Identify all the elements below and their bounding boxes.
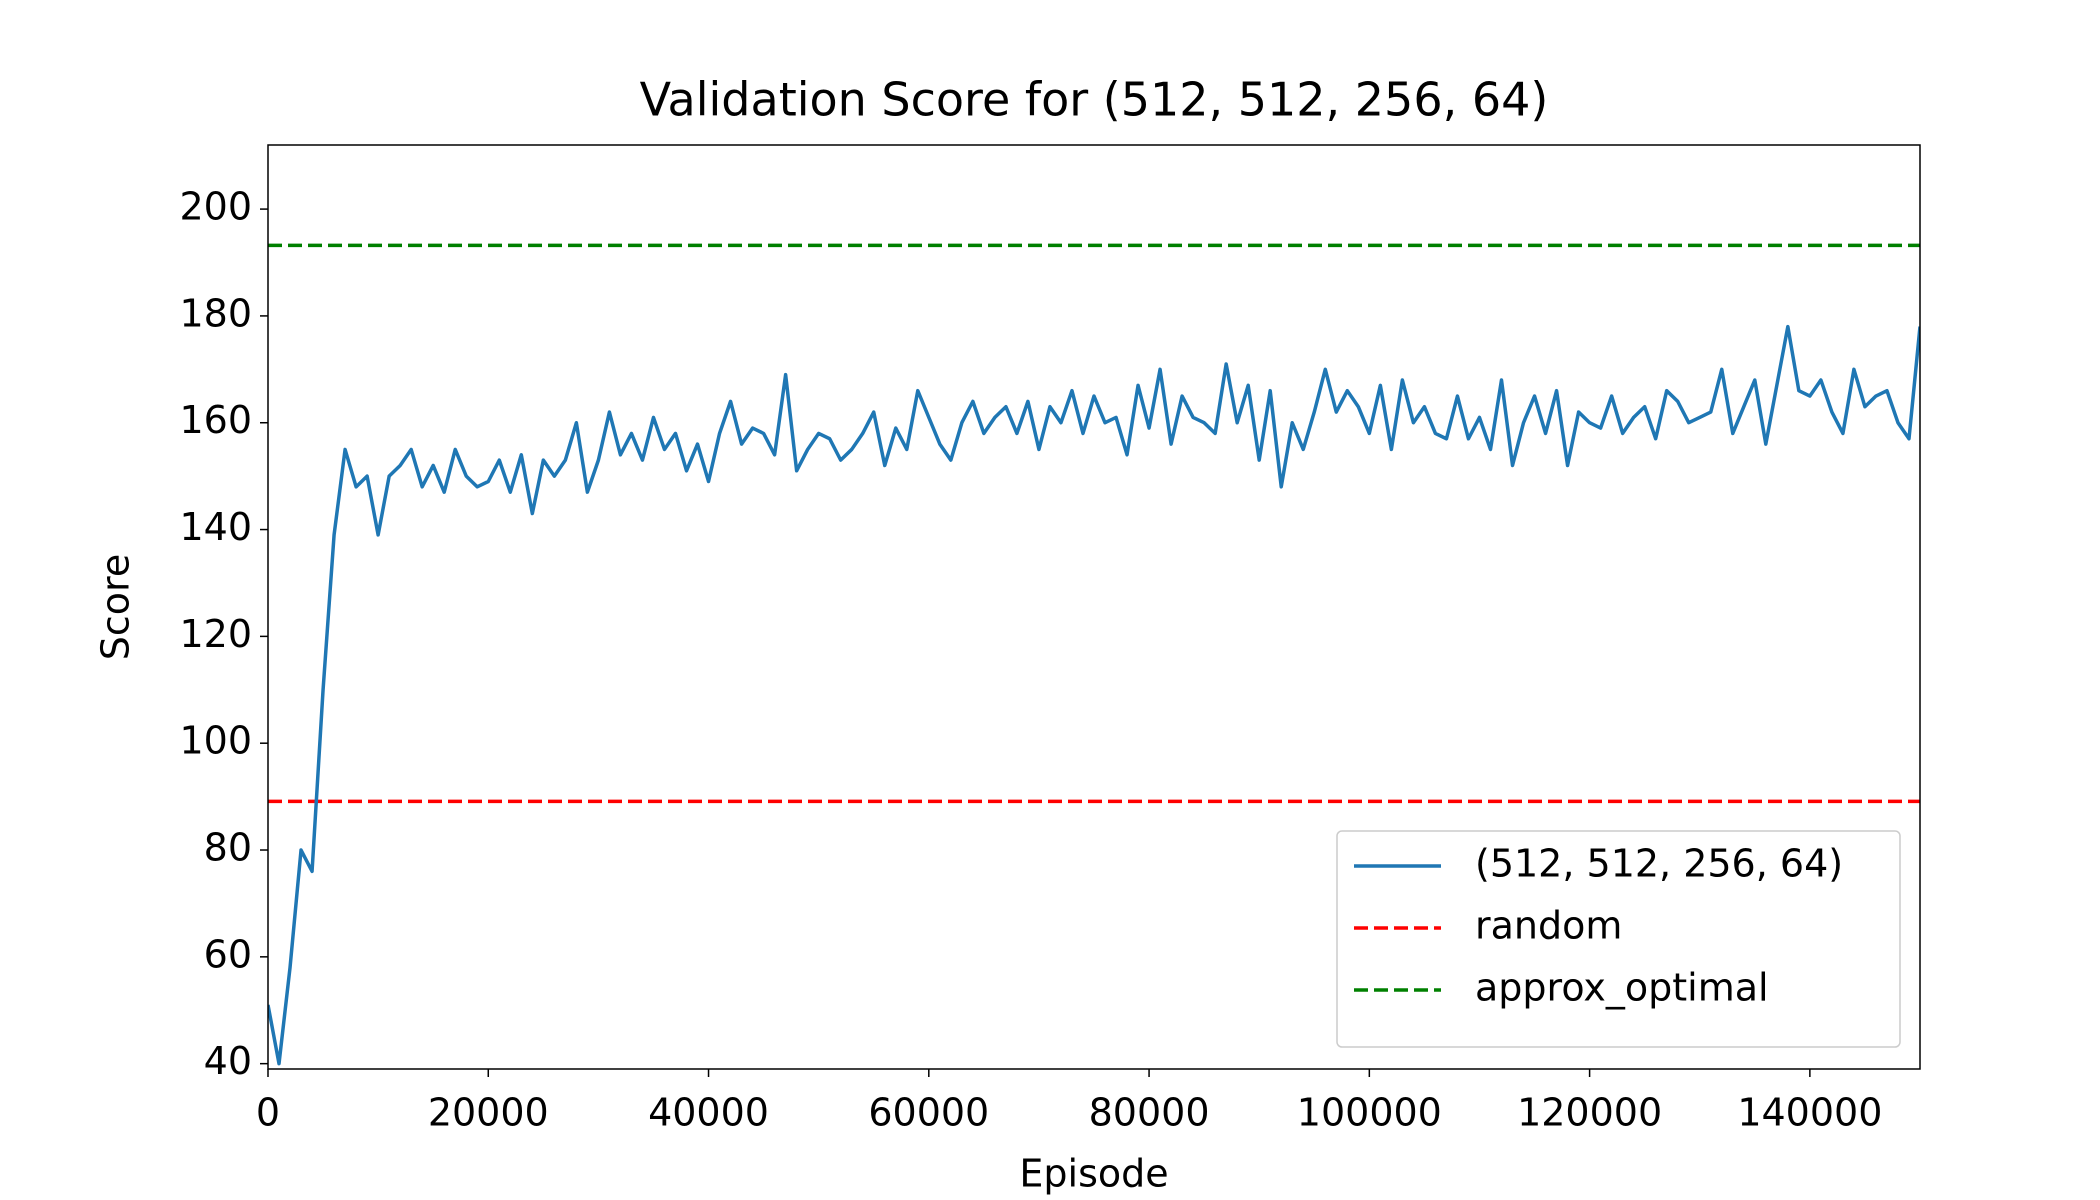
x-tick-label: 100000: [1297, 1091, 1442, 1135]
x-axis-label: Episode: [1019, 1152, 1168, 1196]
y-axis-label: Score: [94, 554, 138, 660]
legend-label: approx_optimal: [1475, 966, 1769, 1010]
y-tick-label: 100: [179, 719, 252, 763]
plot-area: [268, 243, 1920, 1066]
y-tick-label: 180: [179, 291, 252, 335]
x-tick-label: 140000: [1737, 1091, 1882, 1135]
x-tick-label: 20000: [428, 1091, 549, 1135]
x-tick-label: 80000: [1089, 1091, 1210, 1135]
y-tick-label: 120: [179, 612, 252, 656]
legend-box: [1336, 830, 1901, 1048]
legend: (512, 512, 256, 64) random approx_optimal: [1336, 830, 1901, 1048]
y-tick-label: 200: [179, 185, 252, 229]
axes-frame: [267, 144, 1921, 1070]
chart-title: Validation Score for (512, 512, 256, 64): [640, 73, 1549, 127]
x-tick-label: 120000: [1517, 1091, 1662, 1135]
x-tick-label: 40000: [648, 1091, 769, 1135]
y-tick-label: 80: [204, 826, 252, 870]
y-tick-label: 160: [179, 398, 252, 442]
y-tick-label: 60: [204, 932, 252, 976]
y-tick-label: 40: [204, 1039, 252, 1083]
y-tick-label: 140: [179, 505, 252, 549]
axes: 0 20000 40000 60000 80000 100000 120000 140000 4…: [179, 144, 1921, 1135]
x-tick-label: 60000: [868, 1091, 989, 1135]
data-line: [268, 324, 1920, 1066]
x-tick-label: 0: [256, 1091, 280, 1135]
legend-label: (512, 512, 256, 64): [1475, 842, 1843, 886]
legend-label: random: [1475, 904, 1622, 948]
